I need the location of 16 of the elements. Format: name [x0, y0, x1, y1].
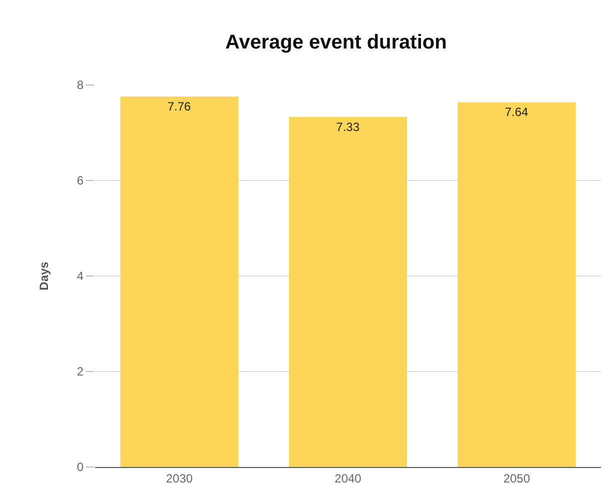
x-tick-label: 2040 — [334, 471, 362, 486]
y-tick-label: 0 — [76, 460, 84, 474]
data-label: 7.76 — [167, 99, 192, 114]
bar — [458, 102, 576, 467]
data-label: 7.33 — [336, 120, 360, 134]
y-tick-label: 2 — [76, 364, 84, 379]
data-label: 7.64 — [504, 105, 529, 120]
bar — [288, 116, 408, 467]
chart-title: Average event duration — [225, 32, 447, 54]
x-tick-label: 2030 — [166, 471, 193, 486]
y-axis-title: Days — [37, 261, 52, 290]
y-tick-label: 6 — [76, 174, 84, 188]
y-tick-label: 8 — [76, 78, 84, 92]
bar — [120, 96, 238, 467]
x-tick-label: 2050 — [503, 471, 530, 486]
y-tick-label: 4 — [76, 269, 84, 284]
